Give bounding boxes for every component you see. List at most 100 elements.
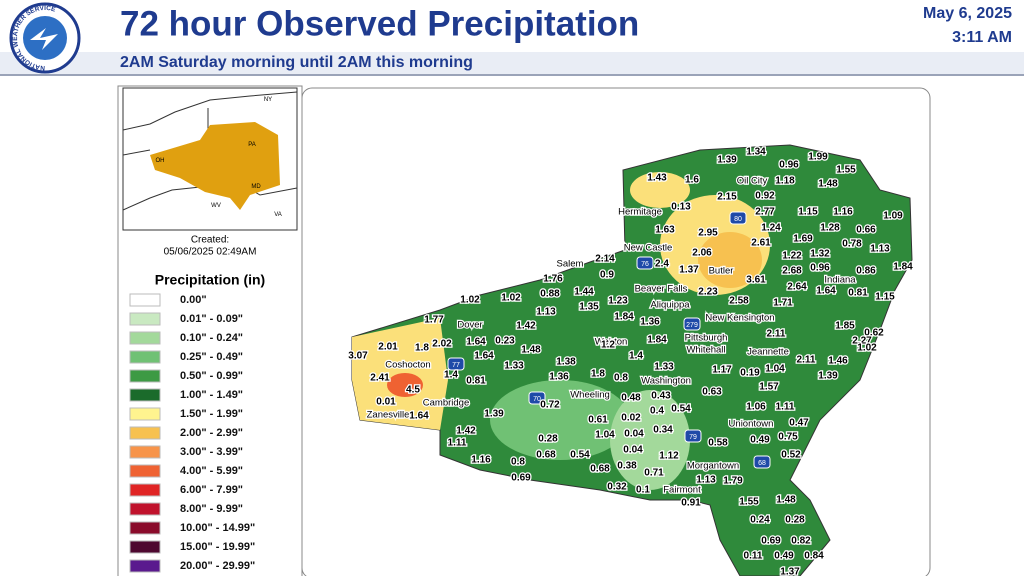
- station-value: 2.23: [698, 287, 718, 298]
- station-value: 1.99: [808, 152, 828, 163]
- yellow-area: [630, 172, 690, 208]
- city-label: Dover: [457, 320, 482, 331]
- station-value: 1.55: [739, 497, 759, 508]
- legend-label: 0.10" - 0.24": [180, 332, 243, 344]
- legend-swatch: [129, 426, 161, 440]
- station-value: 2.68: [782, 266, 802, 277]
- interstate-label: 77: [452, 362, 460, 369]
- legend-label: 2.00" - 2.99": [180, 427, 243, 439]
- station-value: 0.78: [842, 239, 862, 250]
- interstate-shield: [753, 455, 771, 469]
- station-value: 0.34: [653, 425, 673, 436]
- orange-area: [387, 373, 423, 397]
- station-value: 1.34: [746, 147, 766, 158]
- logo-bolt: [30, 28, 58, 50]
- station-value: 1.85: [835, 321, 855, 332]
- legend-swatch: [129, 445, 161, 459]
- station-value: 1.79: [723, 476, 743, 487]
- inset-label: PA: [248, 142, 256, 148]
- station-value: 3.07: [348, 351, 368, 362]
- station-value: 0.49: [774, 551, 794, 562]
- station-value: 2.01: [378, 342, 398, 353]
- station-value: 1.23: [608, 296, 628, 307]
- station-value: 1.64: [474, 351, 494, 362]
- legend-label: 4.00" - 5.99": [180, 465, 243, 477]
- station-value: 1.16: [471, 455, 491, 466]
- station-value: 1.48: [776, 495, 796, 506]
- station-value: 1.84: [647, 335, 667, 346]
- station-value: 1.77: [424, 315, 444, 326]
- legend-swatch: [129, 464, 161, 478]
- station-value: 1.06: [746, 402, 766, 413]
- station-value: 0.8: [511, 457, 525, 468]
- interstate-label: 79: [689, 434, 697, 441]
- station-value: 2.58: [729, 296, 749, 307]
- station-value: 0.19: [740, 368, 760, 379]
- station-value: 0.47: [789, 418, 809, 429]
- station-value: 0.02: [621, 413, 641, 424]
- station-value: 1.2: [601, 340, 615, 351]
- created-time: 05/06/2025 02:49AM: [164, 247, 257, 258]
- legend-label: 0.50" - 0.99": [180, 370, 243, 382]
- inset-label: OH: [156, 158, 165, 164]
- date: May 6, 2025: [923, 5, 1012, 22]
- created-label: Created:: [191, 235, 229, 246]
- station-value: 0.81: [848, 288, 868, 299]
- legend-label: 10.00" - 14.99": [180, 522, 255, 534]
- station-value: 2.95: [698, 228, 718, 239]
- city-label: Whitehall: [686, 345, 725, 356]
- station-value: 0.86: [856, 266, 876, 277]
- station-value: 0.4: [650, 406, 664, 417]
- station-value: 1.28: [820, 223, 840, 234]
- city-label: Aliquippa: [650, 300, 690, 311]
- station-value: 1.6: [685, 175, 699, 186]
- legend-swatch: [129, 293, 161, 307]
- city-label: Zanesville: [367, 410, 410, 421]
- station-value: 0.68: [536, 450, 556, 461]
- station-value: 1.37: [780, 567, 800, 576]
- station-value: 1.39: [484, 409, 504, 420]
- station-value: 1.09: [883, 211, 903, 222]
- inset-area: [150, 122, 280, 210]
- city-label: New Kensington: [705, 313, 774, 324]
- city-label: Salem: [557, 259, 584, 270]
- station-value: 1.11: [448, 438, 467, 449]
- station-value: 1.24: [761, 223, 781, 234]
- station-value: 2.14: [595, 254, 615, 265]
- interstate-label: 68: [758, 460, 766, 467]
- station-value: 1.84: [893, 262, 913, 273]
- title: 72 hour Observed Precipitation: [120, 4, 639, 43]
- station-value: 1.13: [536, 307, 556, 318]
- legend-swatch: [129, 502, 161, 516]
- legend-label: 8.00" - 9.99": [180, 503, 243, 515]
- legend-label: 0.25" - 0.49": [180, 351, 243, 363]
- station-value: 1.8: [415, 343, 429, 354]
- city-label: Morgantown: [687, 461, 739, 472]
- inset-label: MD: [251, 184, 261, 190]
- station-value: 1.76: [543, 274, 563, 285]
- station-value: 2.02: [432, 339, 452, 350]
- station-value: 1.44: [574, 287, 594, 298]
- station-value: 1.13: [696, 475, 716, 486]
- city-label: Cambridge: [423, 398, 469, 409]
- station-value: 1.35: [579, 302, 599, 313]
- station-value: 1.02: [501, 293, 521, 304]
- interstate-label: 80: [734, 216, 742, 223]
- station-value: 4.5: [406, 385, 420, 396]
- station-value: 3.61: [746, 275, 766, 286]
- station-value: 0.96: [779, 160, 799, 171]
- station-value: 1.02: [857, 343, 877, 354]
- city-label: New Castle: [624, 243, 673, 254]
- legend-label: 1.50" - 1.99": [180, 408, 243, 420]
- station-value: 2.11: [797, 355, 816, 366]
- station-value: 1.43: [647, 173, 667, 184]
- legend-swatch: [129, 540, 161, 554]
- station-value: 1.11: [776, 402, 795, 413]
- legend-label: 3.00" - 3.99": [180, 446, 243, 458]
- station-value: 1.16: [833, 207, 853, 218]
- station-value: 0.71: [644, 468, 664, 479]
- region: [351, 144, 913, 577]
- station-value: 1.12: [659, 451, 679, 462]
